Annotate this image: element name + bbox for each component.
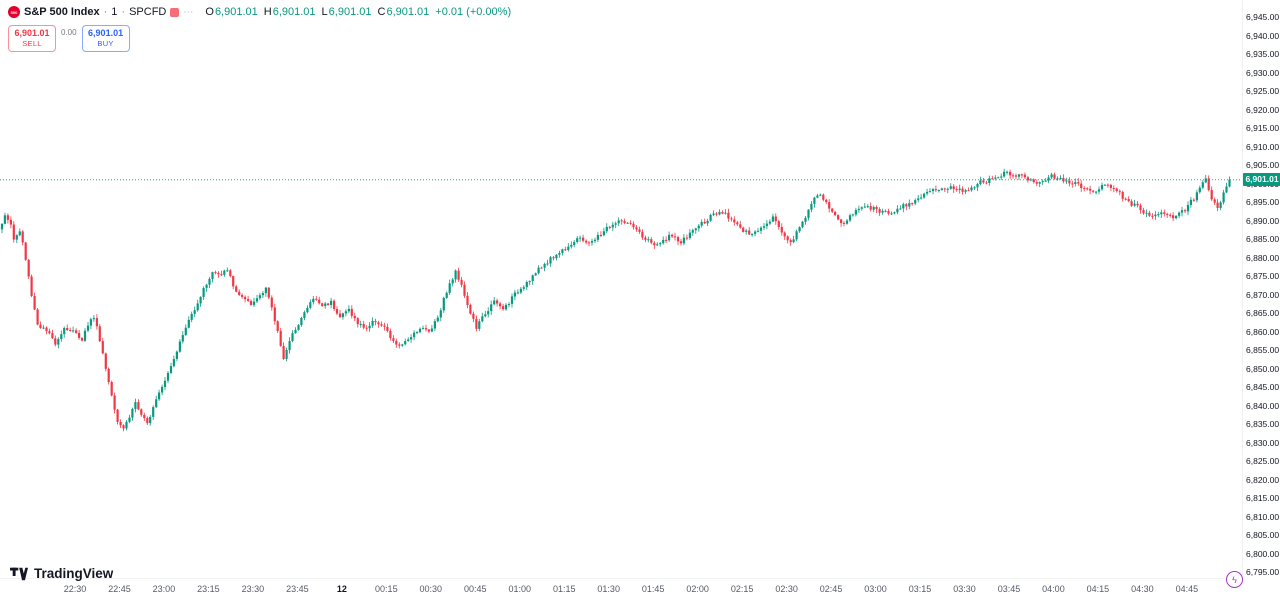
price-axis-label: 6,930.00 bbox=[1246, 67, 1280, 78]
price-axis-label: 6,795.00 bbox=[1246, 567, 1280, 577]
separator-dot: · bbox=[121, 6, 126, 18]
time-axis-label: 00:15 bbox=[375, 584, 398, 594]
tradingview-logo-icon bbox=[10, 567, 28, 580]
time-axis-label: 22:45 bbox=[108, 584, 131, 594]
price-axis-label: 6,845.00 bbox=[1246, 382, 1280, 392]
current-price-tag: 6,901.01 bbox=[1243, 173, 1280, 187]
time-axis-label: 02:30 bbox=[775, 584, 798, 594]
price-axis-label: 6,820.00 bbox=[1246, 474, 1280, 485]
trade-panel: 6,901.01 SELL 0.00 6,901.01 BUY bbox=[8, 25, 511, 52]
sp500-logo-icon: 500 bbox=[8, 6, 20, 18]
close-label: C bbox=[377, 6, 386, 18]
buy-label: BUY bbox=[97, 39, 114, 48]
price-axis-label: 6,800.00 bbox=[1246, 548, 1280, 559]
price-axis-label: 6,830.00 bbox=[1246, 437, 1280, 448]
time-axis-label: 23:15 bbox=[197, 584, 220, 594]
time-axis-label: 01:30 bbox=[597, 584, 620, 594]
more-options-icon[interactable]: ⋯ bbox=[183, 6, 194, 18]
time-axis-label: 04:15 bbox=[1086, 584, 1110, 594]
price-axis-label: 6,890.00 bbox=[1246, 215, 1280, 226]
price-axis[interactable]: 6,945.00 6,940.00 6,935.00 6,930.00 6,925.00… bbox=[1242, 0, 1280, 578]
price-axis-label: 6,810.00 bbox=[1246, 511, 1280, 522]
price-axis-label: 6,860.00 bbox=[1246, 326, 1280, 337]
low-label: L bbox=[321, 6, 328, 18]
interval-label[interactable]: 1 bbox=[111, 6, 118, 18]
time-axis-label: 02:00 bbox=[686, 584, 709, 594]
exchange-label[interactable]: SPCFD bbox=[129, 6, 167, 18]
legend-title-row: 500 S&P 500 Index · 1 · SPCFD ⋯ O 6,901.0… bbox=[8, 5, 511, 19]
price-axis-label: 6,905.00 bbox=[1246, 160, 1280, 170]
tradingview-brand[interactable]: TradingView bbox=[10, 566, 113, 581]
market-status-icon[interactable] bbox=[170, 7, 180, 17]
price-axis-label: 6,915.00 bbox=[1246, 123, 1280, 133]
price-axis-label: 6,910.00 bbox=[1246, 141, 1280, 152]
price-axis-label: 6,835.00 bbox=[1246, 419, 1280, 429]
time-axis-label: 03:45 bbox=[997, 584, 1021, 594]
time-axis-label: 12 bbox=[336, 584, 347, 594]
time-axis-label: 04:00 bbox=[1042, 584, 1065, 594]
symbol-name[interactable]: S&P 500 Index bbox=[24, 6, 100, 18]
price-axis-label: 6,940.00 bbox=[1246, 30, 1280, 41]
sell-label: SELL bbox=[22, 39, 42, 48]
change-value: +0.01 (+0.00%) bbox=[435, 6, 512, 18]
price-axis-label: 6,945.00 bbox=[1246, 12, 1280, 22]
time-axis-label: 04:45 bbox=[1175, 584, 1199, 594]
buy-price: 6,901.01 bbox=[88, 28, 124, 38]
price-axis-label: 6,935.00 bbox=[1246, 49, 1280, 59]
price-axis-label: 6,920.00 bbox=[1246, 104, 1280, 115]
time-axis-label: 02:45 bbox=[819, 584, 843, 594]
time-axis-label: 03:15 bbox=[908, 584, 932, 594]
symbol-legend: 500 S&P 500 Index · 1 · SPCFD ⋯ O 6,901.0… bbox=[8, 5, 511, 52]
time-axis-label: 01:00 bbox=[508, 584, 532, 594]
time-axis[interactable]: 22:30 22:45 23:00 23:15 23:30 23:45 12 00:15 00:… bbox=[0, 578, 1242, 602]
price-axis-label: 6,895.00 bbox=[1246, 197, 1280, 207]
price-axis-label: 6,925.00 bbox=[1246, 86, 1280, 96]
separator-dot: · bbox=[103, 6, 108, 18]
spread-value: 0.00 bbox=[61, 28, 77, 37]
candlestick-chart bbox=[0, 168, 1242, 432]
time-axis-label: 23:45 bbox=[286, 584, 309, 594]
time-axis-label: 23:00 bbox=[152, 584, 176, 594]
price-axis-label: 6,865.00 bbox=[1246, 308, 1280, 318]
price-axis-label: 6,850.00 bbox=[1246, 363, 1280, 374]
time-axis-label: 03:30 bbox=[953, 584, 976, 594]
open-label: O bbox=[205, 6, 214, 18]
brand-name: TradingView bbox=[34, 566, 114, 581]
price-axis-label: 6,805.00 bbox=[1246, 530, 1280, 540]
time-axis-label: 02:15 bbox=[730, 584, 754, 594]
high-value: 6,901.01 bbox=[272, 6, 316, 18]
sell-price: 6,901.01 bbox=[14, 28, 50, 38]
chart-canvas[interactable] bbox=[0, 0, 1242, 578]
price-axis-label: 6,855.00 bbox=[1246, 345, 1280, 355]
high-label: H bbox=[263, 6, 272, 18]
price-axis-label: 6,825.00 bbox=[1246, 456, 1280, 466]
price-axis-label: 6,870.00 bbox=[1246, 289, 1280, 300]
price-axis-label: 6,840.00 bbox=[1246, 400, 1280, 411]
time-axis-label: 00:30 bbox=[419, 584, 443, 594]
corner-badge-icon[interactable]: ϟ bbox=[1226, 571, 1243, 588]
low-value: 6,901.01 bbox=[328, 6, 372, 18]
sell-button[interactable]: 6,901.01 SELL bbox=[8, 25, 56, 52]
time-axis-label: 22:30 bbox=[63, 584, 87, 594]
time-axis-label: 23:30 bbox=[241, 584, 265, 594]
time-axis-label: 01:45 bbox=[641, 584, 665, 594]
ohlc-readout: O 6,901.01 H 6,901.01 L 6,901.01 C 6,901.01 … bbox=[205, 6, 511, 18]
price-axis-label: 6,815.00 bbox=[1246, 493, 1280, 503]
buy-button[interactable]: 6,901.01 BUY bbox=[81, 25, 130, 52]
price-axis-label: 6,885.00 bbox=[1246, 234, 1280, 244]
time-axis-label: 04:30 bbox=[1131, 584, 1154, 594]
time-axis-label: 03:00 bbox=[864, 584, 887, 594]
close-value: 6,901.01 bbox=[386, 6, 430, 18]
price-axis-label: 6,875.00 bbox=[1246, 271, 1280, 281]
time-axis-label: 01:15 bbox=[552, 584, 576, 594]
price-axis-label: 6,880.00 bbox=[1246, 252, 1280, 263]
time-axis-label: 00:45 bbox=[464, 584, 487, 594]
open-value: 6,901.01 bbox=[214, 6, 258, 18]
